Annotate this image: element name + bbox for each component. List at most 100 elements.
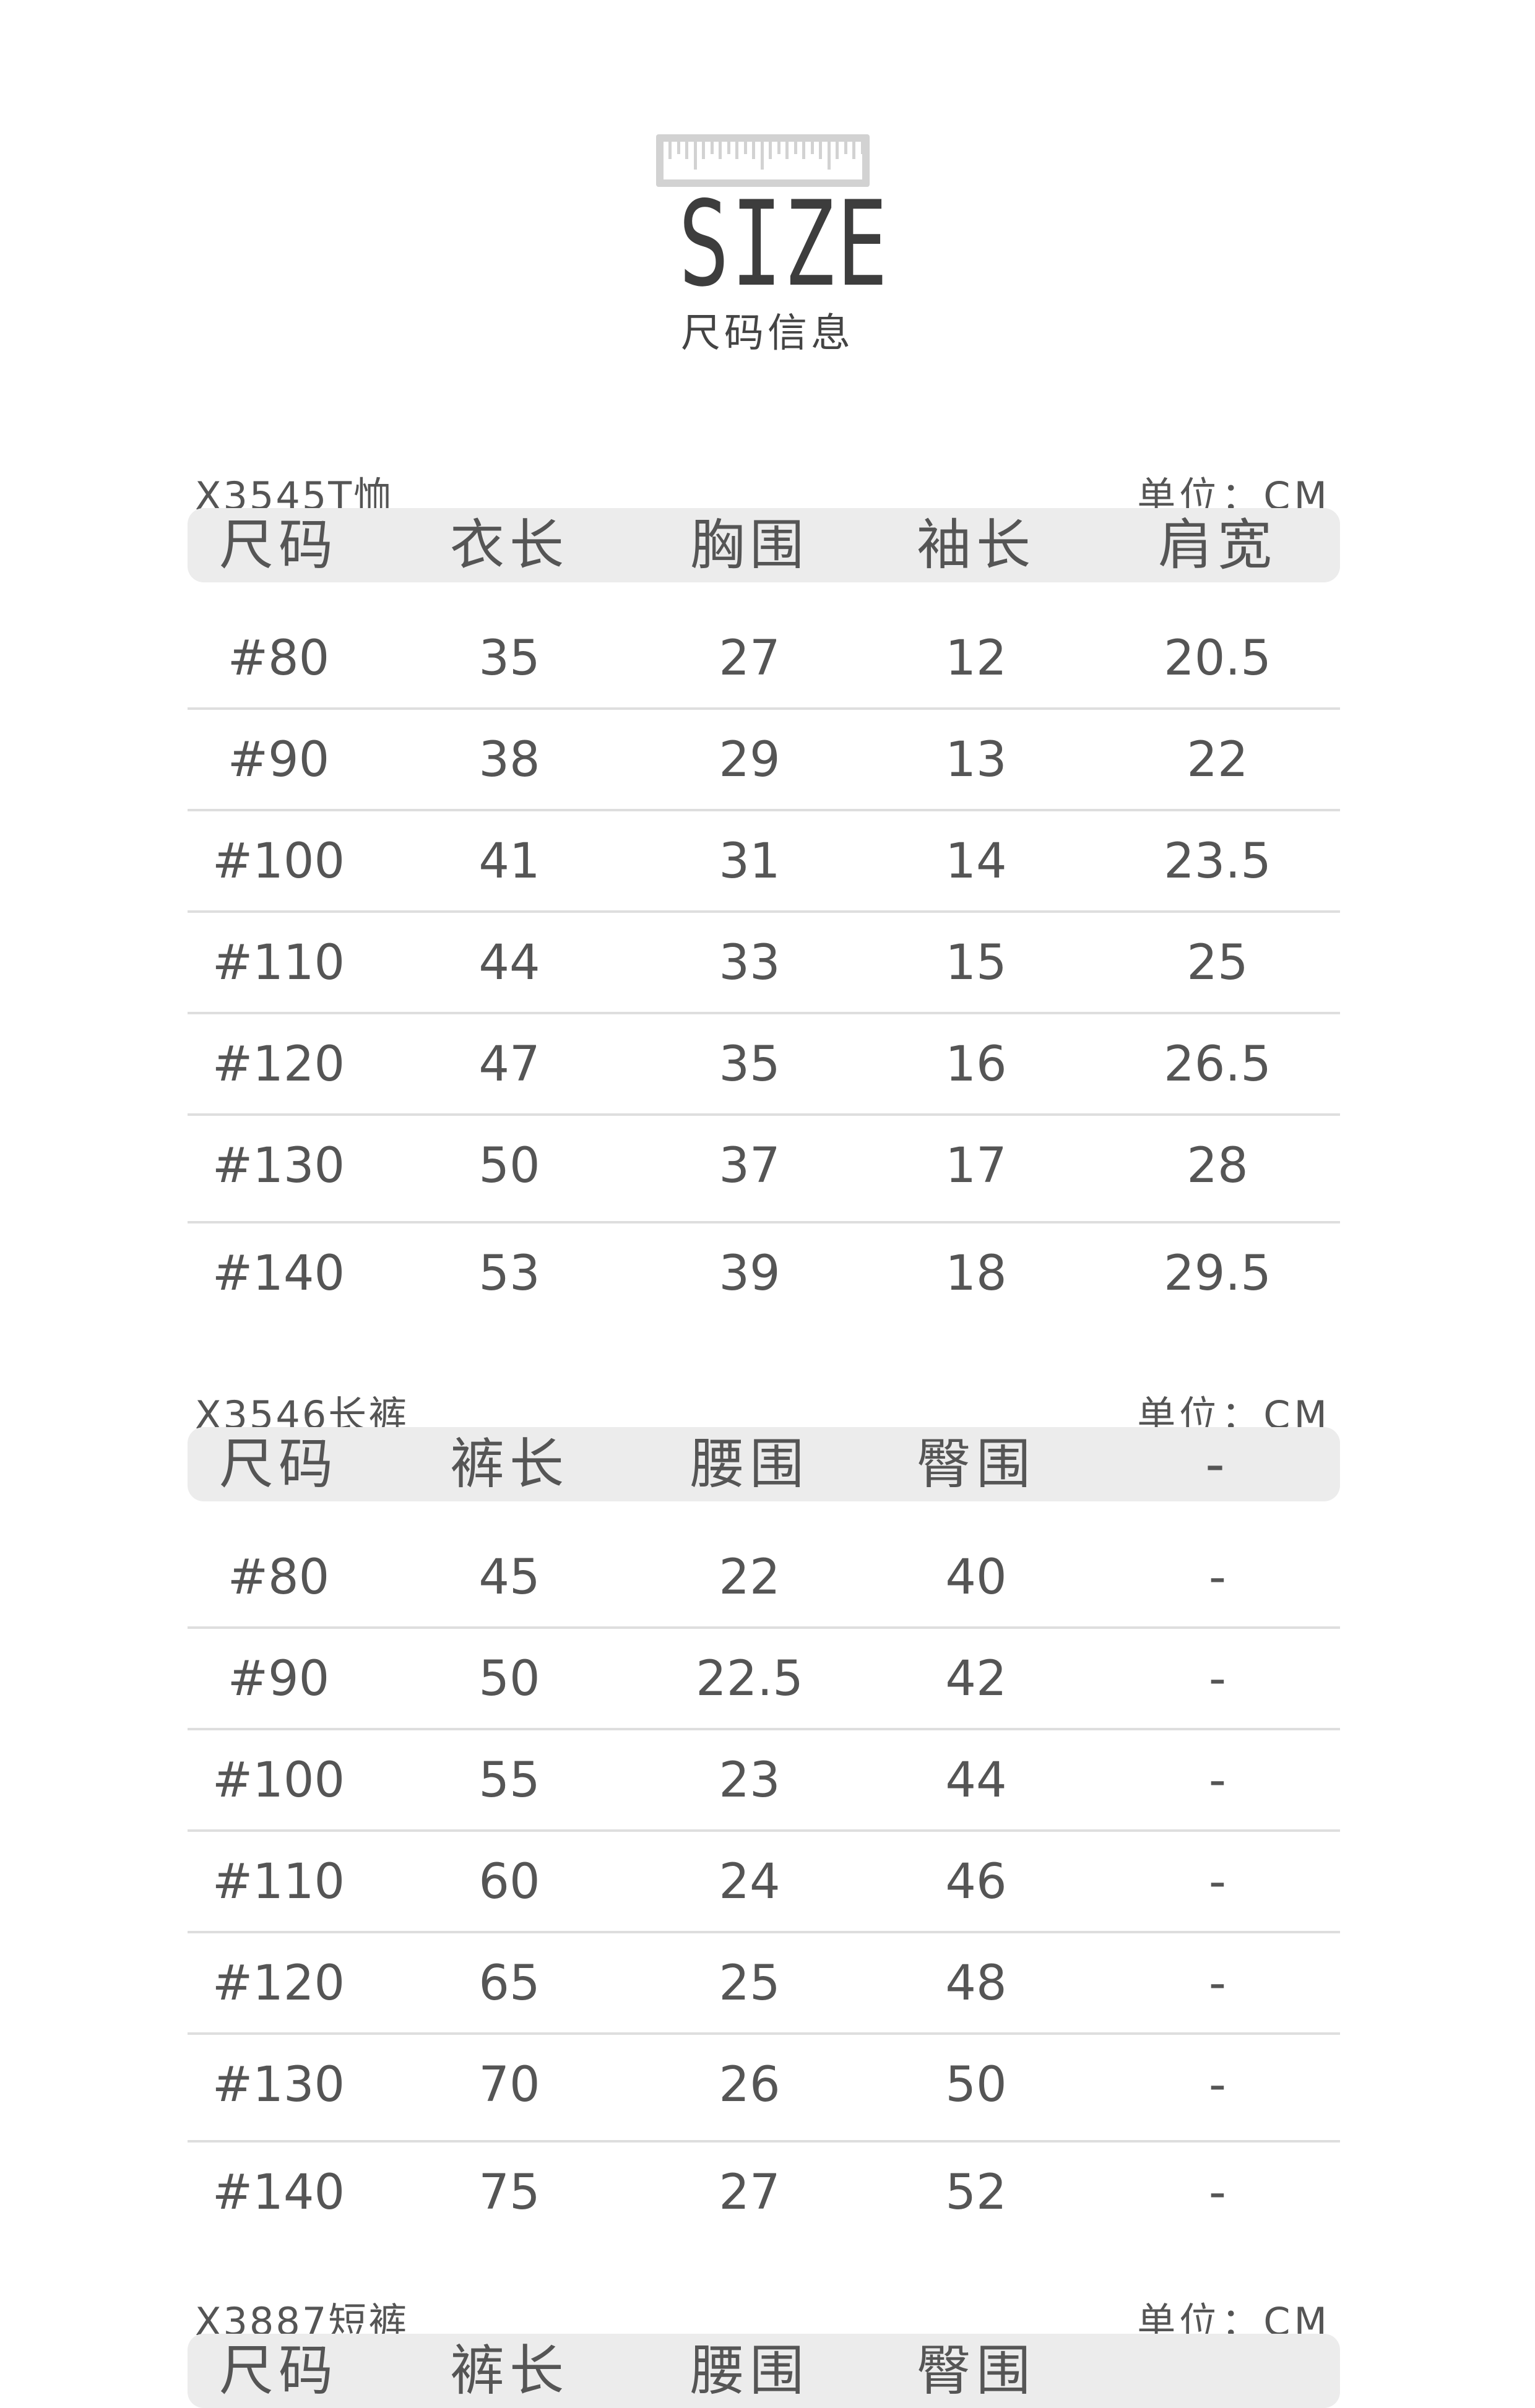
table-cell: 38	[478, 732, 540, 788]
column-header: 袖长	[916, 513, 1036, 577]
table-row: #100 41 31 14 23.5	[188, 809, 1340, 913]
table-cell: 17	[945, 1138, 1007, 1194]
ruler-tick	[710, 142, 714, 154]
table-cell: 31	[719, 834, 780, 889]
table-cell: 23	[719, 1753, 780, 1808]
table-cell: 45	[478, 1550, 540, 1605]
table-cell: 26.5	[1164, 1037, 1271, 1092]
table-cell: -	[1208, 2057, 1227, 2113]
column-header: 尺码	[218, 1432, 338, 1496]
size-logo: SIZE 尺码信息	[644, 127, 891, 356]
table-row: #80 45 22 40 -	[188, 1525, 1340, 1629]
ruler-tick	[777, 142, 780, 154]
ruler-tick	[702, 142, 705, 159]
table-header: 尺码 裤长 腰围 臀围	[188, 2334, 1340, 2408]
ruler-tick	[844, 142, 847, 154]
ruler-tick	[685, 142, 688, 159]
table-cell: #140	[212, 2165, 345, 2220]
table-cell: 29.5	[1164, 1246, 1271, 1301]
table-cell: 40	[945, 1550, 1007, 1605]
column-header: -	[1205, 1432, 1230, 1496]
table-cell: 44	[478, 935, 540, 991]
column-header: 尺码	[218, 513, 338, 577]
table-row: #140 53 39 18 29.5	[188, 1221, 1340, 1323]
ruler-tick	[827, 142, 831, 170]
table-cell: #90	[227, 1651, 330, 1707]
ruler-tick	[677, 142, 680, 154]
column-header: 腰围	[690, 2339, 809, 2402]
ruler-tick	[785, 142, 789, 159]
table-cell: #80	[227, 631, 330, 686]
ruler-tick	[836, 142, 839, 159]
table-cell: 37	[719, 1138, 780, 1194]
table-cell: #130	[212, 2057, 345, 2113]
table-cell: 39	[719, 1246, 780, 1301]
column-header: 衣长	[449, 513, 569, 577]
table-cell: 27	[719, 2165, 780, 2220]
table-cell: #120	[212, 1956, 345, 2011]
table-cell: #130	[212, 1138, 345, 1194]
ruler-tick	[802, 142, 805, 159]
table-cell: 29	[719, 732, 780, 788]
size-word: SIZE	[678, 176, 889, 313]
ruler-tick	[793, 142, 797, 154]
table-row: #80 35 27 12 20.5	[188, 606, 1340, 710]
table-cell: 52	[945, 2165, 1007, 2220]
table-cell: 35	[478, 631, 540, 686]
table-cell: 22	[719, 1550, 780, 1605]
table-row: #110 60 24 46 -	[188, 1829, 1340, 1933]
table-cell: 22	[1187, 732, 1248, 788]
table-cell: 23.5	[1164, 834, 1271, 889]
table-cell: 65	[478, 1956, 540, 2011]
table-cell: 50	[945, 2057, 1007, 2113]
ruler-tick	[769, 142, 772, 159]
table-cell: 50	[478, 1651, 540, 1707]
table-row: #100 55 23 44 -	[188, 1728, 1340, 1832]
ruler-tick	[693, 142, 697, 170]
table-cell: 44	[945, 1753, 1007, 1808]
table-cell: 33	[719, 935, 780, 991]
ruler-tick	[819, 142, 822, 159]
table-cell: 22.5	[696, 1651, 803, 1707]
column-header: 臀围	[916, 1432, 1036, 1496]
table-cell: #120	[212, 1037, 345, 1092]
table-cell: -	[1208, 1854, 1227, 1910]
table-cell: 53	[478, 1246, 540, 1301]
table-cell: -	[1208, 1550, 1227, 1605]
table-header: 尺码 衣长 胸围 袖长 肩宽	[188, 508, 1340, 582]
ruler-icon	[656, 134, 870, 187]
table-cell: 28	[1187, 1138, 1248, 1194]
table-cell: -	[1208, 1651, 1227, 1707]
column-header: 尺码	[218, 2339, 338, 2402]
column-header: 腰围	[690, 1432, 809, 1496]
table-cell: 60	[478, 1854, 540, 1910]
column-header: 胸围	[690, 513, 809, 577]
table-cell: 47	[478, 1037, 540, 1092]
table-cell: #110	[212, 1854, 345, 1910]
table-row: #90 50 22.5 42 -	[188, 1626, 1340, 1730]
table-row: #130 50 37 17 28	[188, 1113, 1340, 1223]
table-header: 尺码 裤长 腰围 臀围 -	[188, 1427, 1340, 1501]
ruler-tick	[735, 142, 738, 159]
ruler-tick	[752, 142, 755, 159]
table-cell: -	[1208, 2165, 1227, 2220]
table-row: #140 75 27 52 -	[188, 2140, 1340, 2242]
table-cell: 12	[945, 631, 1007, 686]
table-cell: #100	[212, 834, 345, 889]
ruler-tick	[860, 142, 864, 154]
table-row: #120 65 25 48 -	[188, 1931, 1340, 2035]
table-cell: 25	[719, 1956, 780, 2011]
column-header: 裤长	[449, 1432, 569, 1496]
table-cell: 50	[478, 1138, 540, 1194]
table-cell: 20.5	[1164, 631, 1271, 686]
table-cell: 25	[1187, 935, 1248, 991]
table-row: #90 38 29 13 22	[188, 707, 1340, 811]
table-row: #110 44 33 15 25	[188, 910, 1340, 1014]
ruler-tick	[668, 142, 672, 159]
table-cell: 13	[945, 732, 1007, 788]
column-header: 裤长	[449, 2339, 569, 2402]
table-cell: -	[1208, 1956, 1227, 2011]
table-cell: #140	[212, 1246, 345, 1301]
ruler-tick	[727, 142, 730, 154]
table-cell: 35	[719, 1037, 780, 1092]
